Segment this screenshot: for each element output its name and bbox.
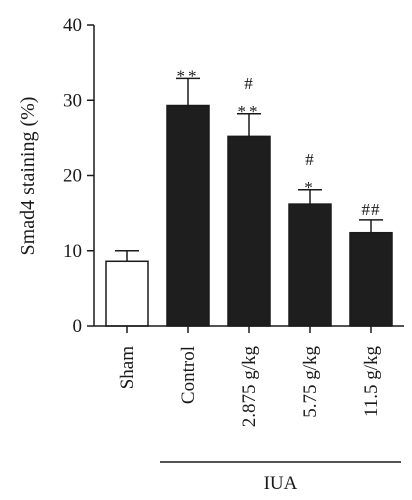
x-axis: [94, 325, 404, 333]
y-tick-label: 10: [63, 241, 82, 262]
bar: [166, 104, 210, 327]
error-bars-group: [115, 77, 383, 262]
y-tick-label: 30: [63, 90, 82, 111]
category-label: 11.5 g/kg: [361, 346, 382, 418]
bar: [349, 231, 393, 327]
y-tick-label: 0: [73, 316, 83, 337]
significance-marker: #: [305, 150, 315, 169]
group-label: IUA: [264, 473, 298, 494]
category-label: Control: [178, 346, 199, 404]
bar: [288, 203, 332, 327]
group-bracket: IUA: [160, 461, 401, 494]
category-label: Sham: [117, 346, 138, 390]
category-labels-group: Sham Control 2.875 g/kg 5.75 g/kg 11.5 g/kg: [117, 346, 382, 428]
significance-marker: #: [244, 74, 254, 93]
significance-markers-group: ** # ** # * ##: [177, 66, 381, 219]
bar: [227, 135, 271, 327]
y-axis: 0 10 20 30 40: [63, 15, 95, 337]
y-tick-label: 40: [63, 15, 82, 36]
significance-marker: **: [177, 66, 200, 85]
bars-group: [105, 104, 393, 327]
category-label: 5.75 g/kg: [300, 346, 321, 418]
category-label: 2.875 g/kg: [239, 346, 260, 428]
bar: [105, 260, 149, 327]
y-tick-label: 20: [63, 166, 82, 187]
y-axis-title: Smad4 staining (%): [17, 97, 39, 256]
significance-marker: *: [304, 178, 316, 197]
significance-marker: **: [238, 102, 261, 121]
significance-marker: ##: [362, 200, 381, 219]
